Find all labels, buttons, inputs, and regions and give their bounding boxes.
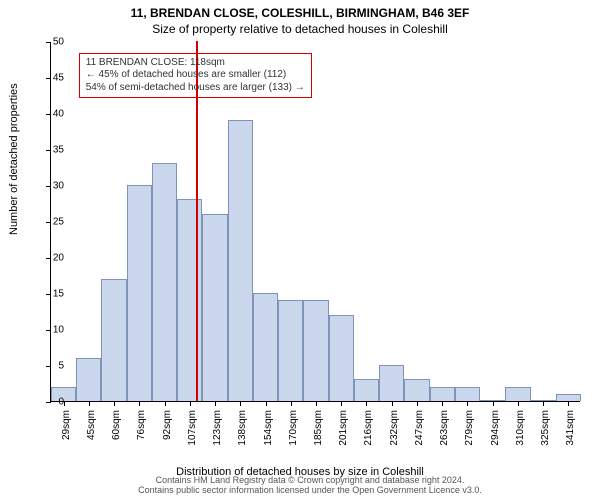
footer-attribution: Contains HM Land Registry data © Crown c… [50,476,570,496]
xtick-label: 76sqm [136,410,147,440]
ytick-label: 0 [58,397,64,408]
histogram-bar [303,300,328,401]
xtick-mark [240,401,241,406]
ytick-mark [46,258,51,259]
histogram-bar [177,199,202,401]
xtick-label: 92sqm [162,410,173,440]
xtick-mark [190,401,191,406]
annotation-line: 54% of semi-detached houses are larger (… [86,82,305,95]
histogram-bar [404,379,429,401]
histogram-bar [278,300,303,401]
annotation-line: 11 BRENDAN CLOSE: 118sqm [86,57,305,70]
xtick-mark [493,401,494,406]
xtick-mark [568,401,569,406]
xtick-mark [215,401,216,406]
ytick-mark [46,186,51,187]
xtick-label: 154sqm [263,410,274,446]
xtick-mark [467,401,468,406]
xtick-mark [543,401,544,406]
xtick-label: 60sqm [111,410,122,440]
histogram-bar [455,387,480,401]
ytick-mark [46,402,51,403]
xtick-mark [291,401,292,406]
ytick-mark [46,114,51,115]
xtick-label: 185sqm [313,410,324,446]
xtick-label: 232sqm [389,410,400,446]
chart-subtitle: Size of property relative to detached ho… [0,22,600,36]
ytick-mark [46,294,51,295]
histogram-bar [202,214,227,401]
annotation-line: ← 45% of detached houses are smaller (11… [86,69,305,82]
xtick-label: 170sqm [288,410,299,446]
ytick-mark [46,330,51,331]
histogram-bar [329,315,354,401]
ytick-mark [46,366,51,367]
xtick-mark [366,401,367,406]
ytick-mark [46,78,51,79]
xtick-label: 341sqm [565,410,576,446]
histogram-bar [101,279,126,401]
ytick-label: 35 [53,145,64,156]
xtick-label: 123sqm [212,410,223,446]
xtick-label: 201sqm [338,410,349,446]
histogram-bar [76,358,101,401]
histogram-bar [253,293,278,401]
xtick-label: 263sqm [439,410,450,446]
xtick-mark [417,401,418,406]
xtick-mark [316,401,317,406]
histogram-bar [127,185,152,401]
xtick-label: 138sqm [237,410,248,446]
ytick-label: 10 [53,325,64,336]
ytick-label: 15 [53,289,64,300]
ytick-label: 40 [53,109,64,120]
footer-line-2: Contains public sector information licen… [138,485,482,495]
xtick-mark [341,401,342,406]
xtick-label: 325sqm [540,410,551,446]
xtick-label: 294sqm [490,410,501,446]
chart-title: 11, BRENDAN CLOSE, COLESHILL, BIRMINGHAM… [0,6,600,20]
xtick-mark [442,401,443,406]
ytick-label: 45 [53,73,64,84]
xtick-mark [392,401,393,406]
footer-line-1: Contains HM Land Registry data © Crown c… [156,475,465,485]
histogram-bar [354,379,379,401]
xtick-label: 310sqm [515,410,526,446]
ytick-label: 30 [53,181,64,192]
ytick-label: 20 [53,253,64,264]
histogram-bar [430,387,455,401]
xtick-mark [165,401,166,406]
ytick-mark [46,42,51,43]
xtick-label: 216sqm [363,410,374,446]
xtick-mark [518,401,519,406]
xtick-label: 107sqm [187,410,198,446]
xtick-label: 45sqm [86,410,97,440]
ytick-label: 25 [53,217,64,228]
y-axis-label: Number of detached properties [8,83,20,235]
histogram-bar [152,163,177,401]
histogram-bar [228,120,253,401]
plot-area: 29sqm45sqm60sqm76sqm92sqm107sqm123sqm138… [50,42,580,402]
chart-container: 11, BRENDAN CLOSE, COLESHILL, BIRMINGHAM… [0,0,600,500]
xtick-mark [89,401,90,406]
xtick-mark [114,401,115,406]
xtick-label: 279sqm [464,410,475,446]
histogram-bar [556,394,581,401]
ytick-label: 5 [58,361,64,372]
xtick-mark [266,401,267,406]
xtick-label: 247sqm [414,410,425,446]
ytick-label: 50 [53,37,64,48]
histogram-bar [379,365,404,401]
ytick-mark [46,150,51,151]
ytick-mark [46,222,51,223]
annotation-box: 11 BRENDAN CLOSE: 118sqm← 45% of detache… [79,53,312,99]
xtick-label: 29sqm [61,410,72,440]
xtick-mark [139,401,140,406]
histogram-bar [505,387,530,401]
